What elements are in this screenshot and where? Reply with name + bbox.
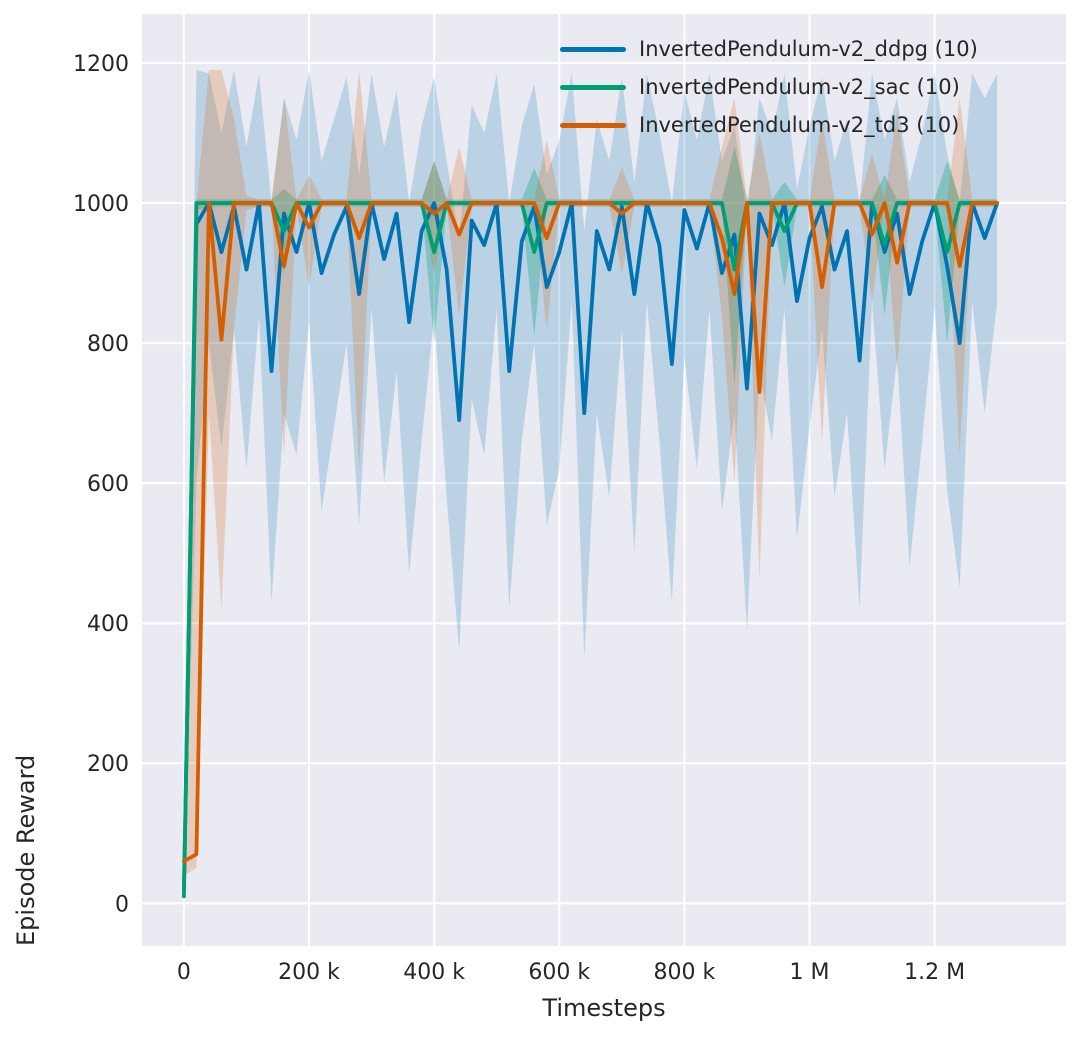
legend-item-td3: InvertedPendulum-v2_td3 (10)	[560, 106, 978, 144]
x-tick-label: 200 k	[278, 960, 340, 985]
axes-background	[142, 14, 1066, 946]
legend-item-ddpg: InvertedPendulum-v2_ddpg (10)	[560, 30, 978, 68]
y-tick-label: 600	[87, 472, 129, 497]
y-tick-label: 0	[115, 892, 129, 917]
legend-item-sac: InvertedPendulum-v2_sac (10)	[560, 68, 978, 106]
line-ddpg	[182, 201, 1000, 892]
x-tick-label: 1 M	[790, 960, 830, 985]
x-tick-label: 0	[177, 960, 191, 985]
legend-label-ddpg: InvertedPendulum-v2_ddpg (10)	[639, 37, 978, 61]
legend-swatch-td3	[560, 122, 626, 128]
line-td3	[182, 201, 1000, 864]
legend-label-sac: InvertedPendulum-v2_sac (10)	[639, 75, 960, 99]
y-axis-label: Episode Reward	[12, 754, 40, 946]
x-tick-label: 1.2 M	[904, 960, 965, 985]
legend-swatch-sac	[560, 84, 626, 90]
x-tick-label: 800 k	[654, 960, 716, 985]
legend-swatch-ddpg	[560, 46, 626, 52]
y-tick-label: 400	[87, 612, 129, 637]
legend: InvertedPendulum-v2_ddpg (10) InvertedPe…	[560, 30, 978, 144]
y-tick-label: 1200	[73, 52, 129, 77]
y-tick-label: 800	[87, 332, 129, 357]
legend-label-td3: InvertedPendulum-v2_td3 (10)	[639, 113, 960, 137]
y-tick-label: 1000	[73, 192, 129, 217]
x-tick-label: 600 k	[528, 960, 590, 985]
x-axis-label: Timesteps	[542, 994, 666, 1022]
y-tick-label: 200	[87, 752, 129, 777]
x-tick-label: 400 k	[403, 960, 465, 985]
